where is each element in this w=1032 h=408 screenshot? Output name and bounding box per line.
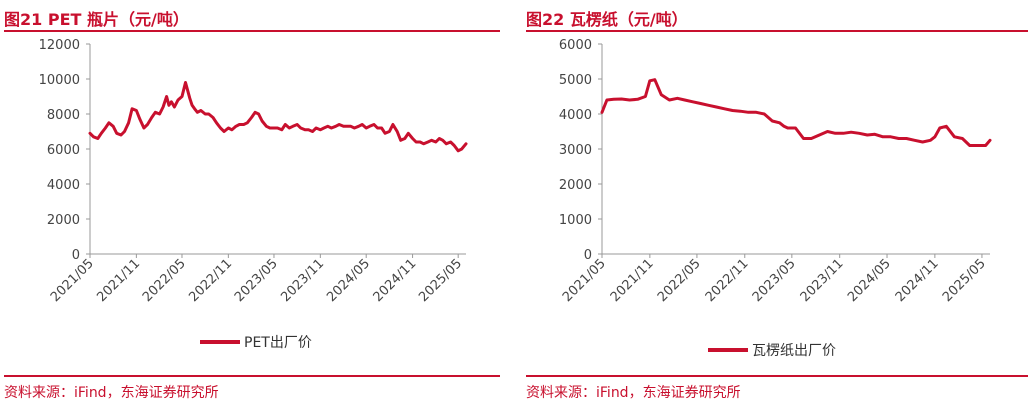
x-tick-label: 2023/11: [798, 256, 847, 305]
pet-chart: 0 2000 4000 6000 8000 10000 12000 2021/052021/1…: [39, 38, 468, 351]
source-rule: [526, 375, 1028, 377]
y-tick-label: 0: [72, 248, 80, 263]
x-tick-label: 2023/11: [278, 256, 327, 305]
x-tick-label: 2022/11: [703, 256, 752, 305]
x-tick-label: 2025/05: [416, 256, 465, 305]
x-tick-label: 2022/05: [140, 256, 189, 305]
x-tick-label: 2021/11: [608, 256, 657, 305]
y-tick-label: 4000: [47, 178, 80, 193]
y-tick-label: 10000: [39, 73, 80, 88]
y-tick-label: 4000: [559, 108, 592, 123]
y-tick-label: 2000: [559, 178, 592, 193]
y-tick-label: 5000: [559, 73, 592, 88]
title-rule: [526, 30, 1028, 32]
x-tick-label: 2023/05: [750, 256, 799, 305]
chart-title: 图22 瓦楞纸（元/吨）: [526, 10, 688, 29]
y-tick-label: 6000: [47, 143, 80, 158]
series-line: [600, 78, 992, 147]
y-tick-label: 2000: [47, 213, 80, 228]
panel-pet: 图21 PET 瓶片（元/吨） 0 2000 4000 6000 8000 10000 12…: [0, 0, 504, 408]
y-tick-label: 1000: [559, 213, 592, 228]
y-tick-label: 3000: [559, 143, 592, 158]
panel-corrugated: 图22 瓦楞纸（元/吨） 0 1000 2000 3000 4000 5000 6000 20…: [522, 0, 1032, 408]
x-tick-label: 2024/11: [893, 256, 942, 305]
legend-label: 瓦楞纸出厂价: [752, 343, 836, 359]
title-rule: [4, 30, 500, 32]
chart-title: 图21 PET 瓶片（元/吨）: [4, 10, 189, 29]
x-tick-label: 2021/05: [48, 256, 97, 305]
x-tick-label: 2021/11: [94, 256, 143, 305]
source-rule: [4, 375, 500, 377]
series-line: [88, 81, 468, 153]
x-tick-label: 2023/05: [232, 256, 281, 305]
x-tick-label: 2021/05: [560, 256, 609, 305]
y-tick-label: 0: [584, 248, 592, 263]
y-tick-label: 8000: [47, 108, 80, 123]
x-tick-label: 2022/11: [186, 256, 235, 305]
legend-label: PET出厂价: [244, 335, 312, 351]
x-tick-label: 2024/05: [845, 256, 894, 305]
y-tick-label: 6000: [559, 38, 592, 53]
x-tick-label: 2024/11: [371, 256, 420, 305]
y-tick-label: 12000: [39, 38, 80, 53]
x-tick-label: 2024/05: [324, 256, 373, 305]
source-note: 资料来源：iFind，东海证券研究所: [526, 385, 741, 401]
source-note: 资料来源：iFind，东海证券研究所: [4, 385, 219, 401]
x-tick-label: 2025/05: [940, 256, 989, 305]
x-tick-label: 2022/05: [655, 256, 704, 305]
